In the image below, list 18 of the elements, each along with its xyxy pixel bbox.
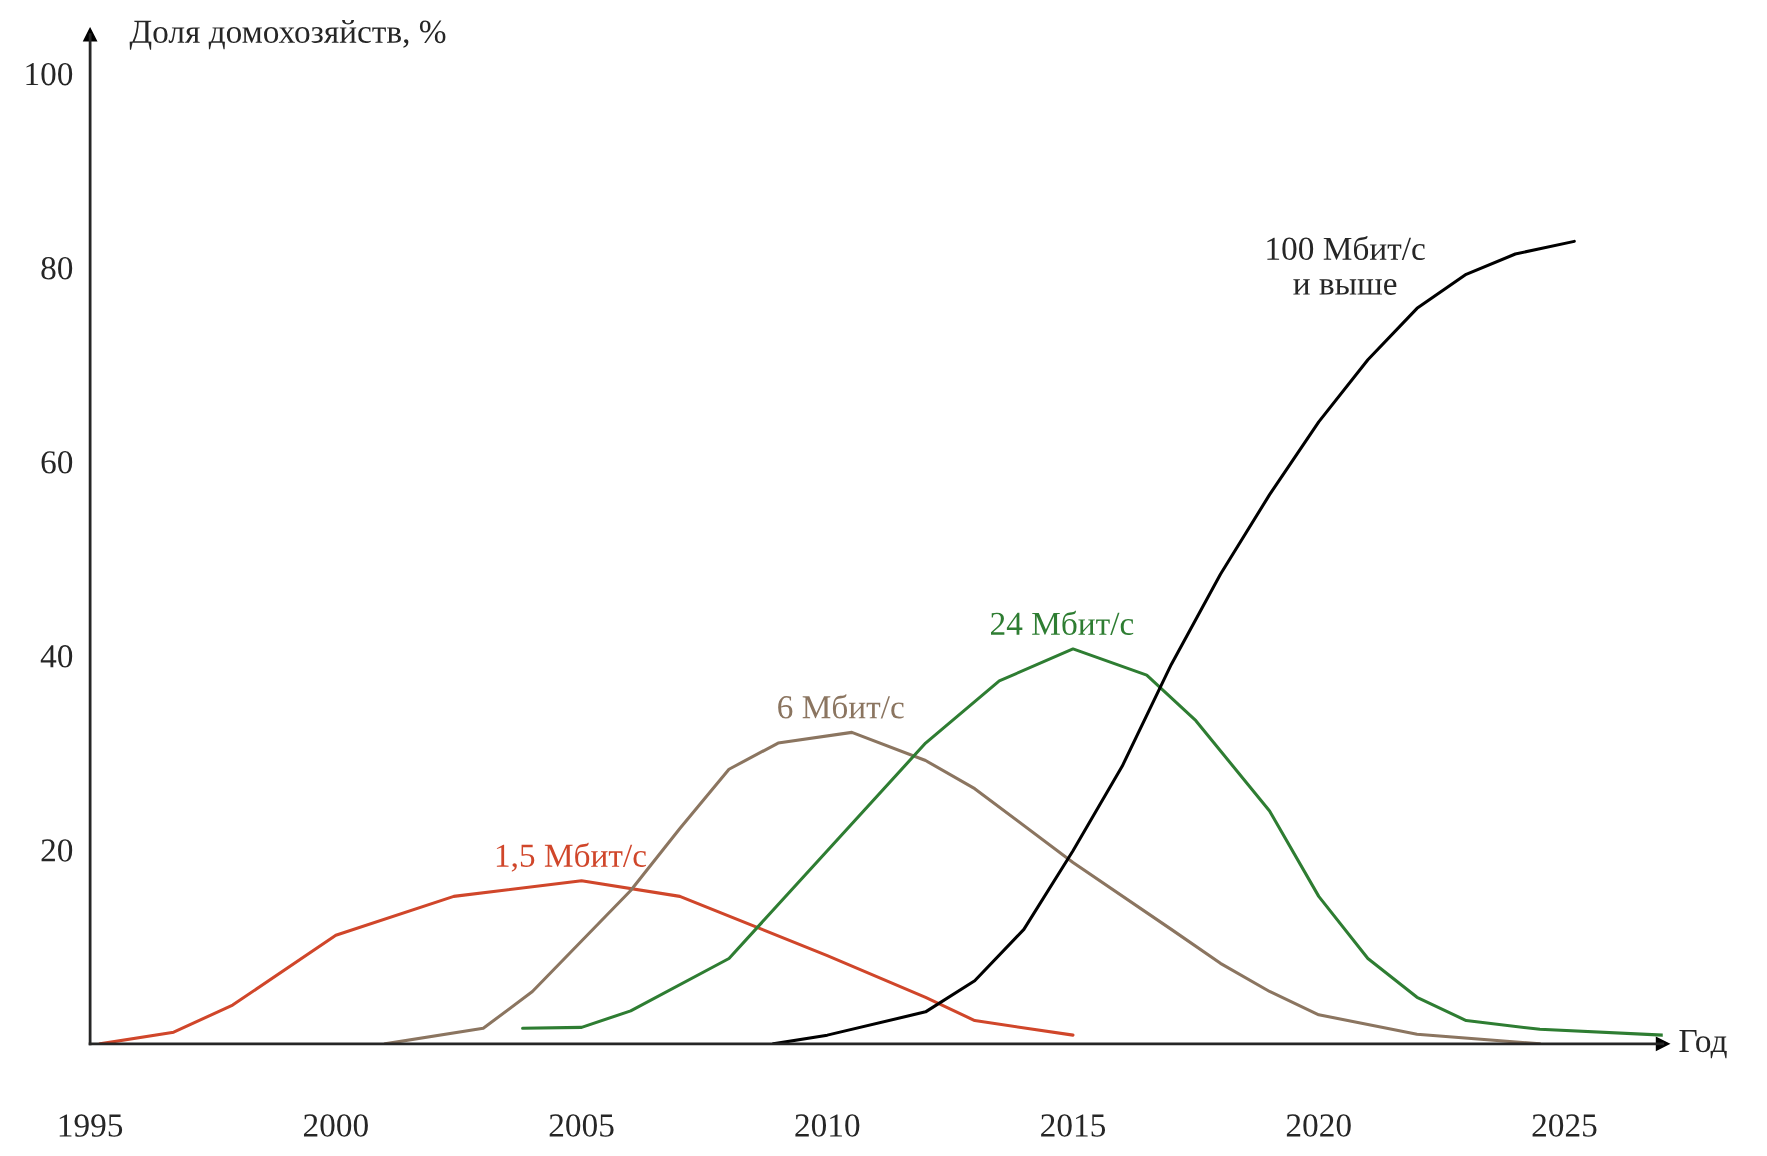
x-axis-title: Год — [1679, 1030, 1727, 1059]
y-tick-label: 40 — [40, 645, 73, 668]
y-tick-label: 20 — [41, 839, 73, 862]
x-tick-label: 2025 — [1532, 1114, 1597, 1137]
x-tick-label: 2015 — [1041, 1114, 1106, 1137]
y-tick-label: 80 — [41, 256, 73, 280]
series-label: 1,5 Мбит/с — [496, 842, 646, 872]
y-tick-label: 60 — [41, 451, 73, 474]
series-label: 6 Мбит/с — [778, 694, 904, 719]
x-tick-label: 1995 — [59, 1114, 123, 1137]
series-label: 24 Мбит/с — [991, 610, 1134, 636]
x-tick-label: 2010 — [795, 1114, 860, 1137]
y-tick-label: 100 — [26, 62, 73, 86]
x-tick-label: 2000 — [303, 1114, 368, 1137]
series-label: 100 Мбит/с и выше — [1267, 235, 1425, 295]
x-tick-label: 2005 — [549, 1114, 614, 1137]
y-axis-title: Доля домохозяйств, % — [129, 19, 446, 50]
x-tick-label: 2020 — [1286, 1114, 1351, 1137]
